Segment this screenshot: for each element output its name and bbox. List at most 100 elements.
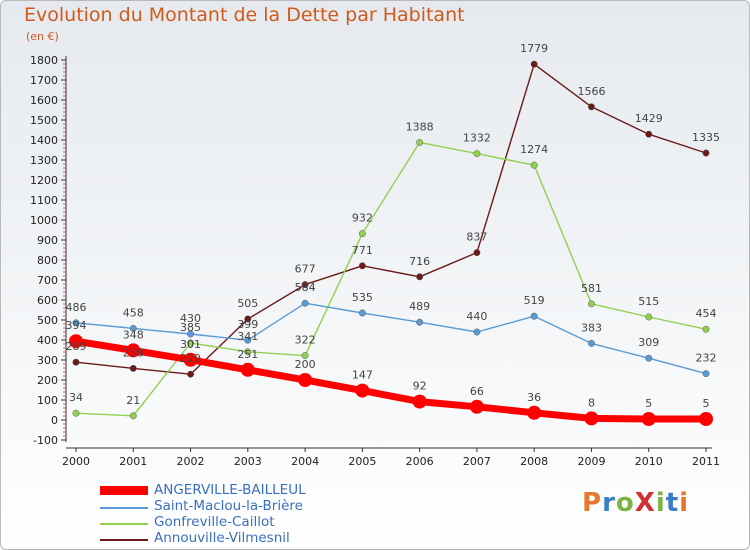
x-tick-label: 2011: [692, 455, 720, 468]
data-point: [645, 130, 653, 138]
y-tick-label: 1800: [30, 54, 58, 67]
y-tick-label: 1300: [30, 154, 58, 167]
logo-letter: i: [655, 488, 666, 518]
y-tick-label: 1200: [30, 174, 58, 187]
data-label: 5: [703, 397, 710, 410]
chart-unit-label: (en €): [26, 30, 59, 43]
y-tick-label: 1000: [30, 214, 58, 227]
y-tick-label: 1600: [30, 94, 58, 107]
data-point: [702, 370, 710, 378]
data-point: [699, 412, 713, 426]
data-label: 301: [180, 338, 201, 351]
logo-letter: i: [679, 488, 690, 518]
data-point: [416, 318, 424, 326]
data-label: 36: [527, 391, 541, 404]
y-tick-label: 1500: [30, 114, 58, 127]
data-label: 34: [69, 391, 83, 404]
data-label: 322: [295, 334, 316, 347]
data-label: 535: [352, 291, 373, 304]
data-label: 430: [180, 312, 201, 325]
data-point: [301, 299, 309, 307]
data-point: [355, 383, 370, 398]
data-point: [129, 364, 137, 372]
data-label: 716: [409, 255, 430, 268]
data-point: [584, 411, 599, 426]
data-label: 399: [237, 318, 258, 331]
data-label: 232: [696, 352, 717, 365]
data-point: [412, 394, 427, 409]
data-point: [588, 339, 595, 347]
x-tick-label: 2009: [577, 455, 605, 468]
y-tick-label: 400: [37, 334, 58, 347]
data-label: 21: [126, 394, 140, 407]
data-point: [645, 354, 653, 362]
data-label: 385: [180, 321, 201, 334]
data-point: [473, 328, 481, 336]
legend-swatch: [100, 486, 148, 495]
data-point: [244, 336, 252, 344]
y-tick-label: 300: [37, 354, 58, 367]
data-point: [129, 324, 137, 332]
data-point: [72, 319, 80, 327]
data-label: 837: [466, 231, 487, 244]
data-label: 584: [295, 281, 316, 294]
data-point: [72, 358, 80, 366]
legend-swatch: [100, 507, 148, 509]
logo-letter: P: [582, 488, 603, 518]
data-label: 454: [696, 307, 717, 320]
data-label: 66: [470, 385, 484, 398]
data-label: 1332: [463, 132, 491, 145]
x-tick-label: 2010: [635, 455, 663, 468]
data-point: [187, 339, 194, 347]
data-label: 147: [352, 369, 373, 382]
data-point: [240, 362, 255, 377]
data-point: [702, 325, 710, 333]
logo-letter: o: [615, 488, 635, 518]
data-label: 289: [66, 340, 87, 353]
data-point: [129, 412, 137, 420]
data-point: [530, 60, 538, 68]
data-label: 1429: [635, 112, 663, 125]
data-label: 341: [237, 330, 258, 343]
data-label: 458: [123, 306, 144, 319]
data-label: 383: [581, 321, 602, 334]
data-point: [702, 149, 710, 157]
data-label: 394: [66, 319, 87, 332]
data-label: 309: [638, 336, 659, 349]
x-tick-label: 2001: [119, 455, 147, 468]
x-tick-label: 2005: [348, 455, 376, 468]
legend-label: Gonfreville-Caillot: [154, 514, 275, 530]
y-tick-label: 700: [37, 274, 58, 287]
data-point: [298, 373, 313, 387]
data-label: 1566: [577, 85, 605, 98]
data-label: 486: [66, 301, 87, 314]
y-tick-label: 800: [37, 254, 58, 267]
y-tick-label: 1400: [30, 134, 58, 147]
data-point: [187, 370, 194, 378]
data-point: [301, 352, 309, 360]
data-label: 258: [123, 346, 144, 359]
y-tick-label: 0: [51, 414, 58, 427]
y-tick-label: 200: [37, 374, 58, 387]
legend-swatch: [100, 539, 148, 541]
data-label: 932: [352, 212, 373, 225]
data-label: 1274: [520, 143, 548, 156]
series-line-annouville-vilmesnil: [75, 63, 707, 375]
data-label: 771: [352, 244, 373, 257]
logo-letter: r: [602, 488, 616, 518]
data-point: [358, 230, 366, 238]
data-label: 1779: [520, 42, 548, 55]
y-tick-label: 100: [37, 394, 58, 407]
legend-label: ANGERVILLE-BAILLEUL: [154, 482, 306, 498]
data-point: [588, 103, 595, 111]
data-point: [301, 281, 309, 289]
x-tick-label: 2008: [520, 455, 548, 468]
data-point: [416, 273, 424, 281]
data-label: 489: [409, 300, 430, 313]
data-label: 92: [413, 380, 427, 393]
x-tick-label: 2000: [62, 455, 90, 468]
data-point: [244, 348, 252, 356]
data-label: 581: [581, 282, 602, 295]
data-point: [473, 249, 481, 257]
